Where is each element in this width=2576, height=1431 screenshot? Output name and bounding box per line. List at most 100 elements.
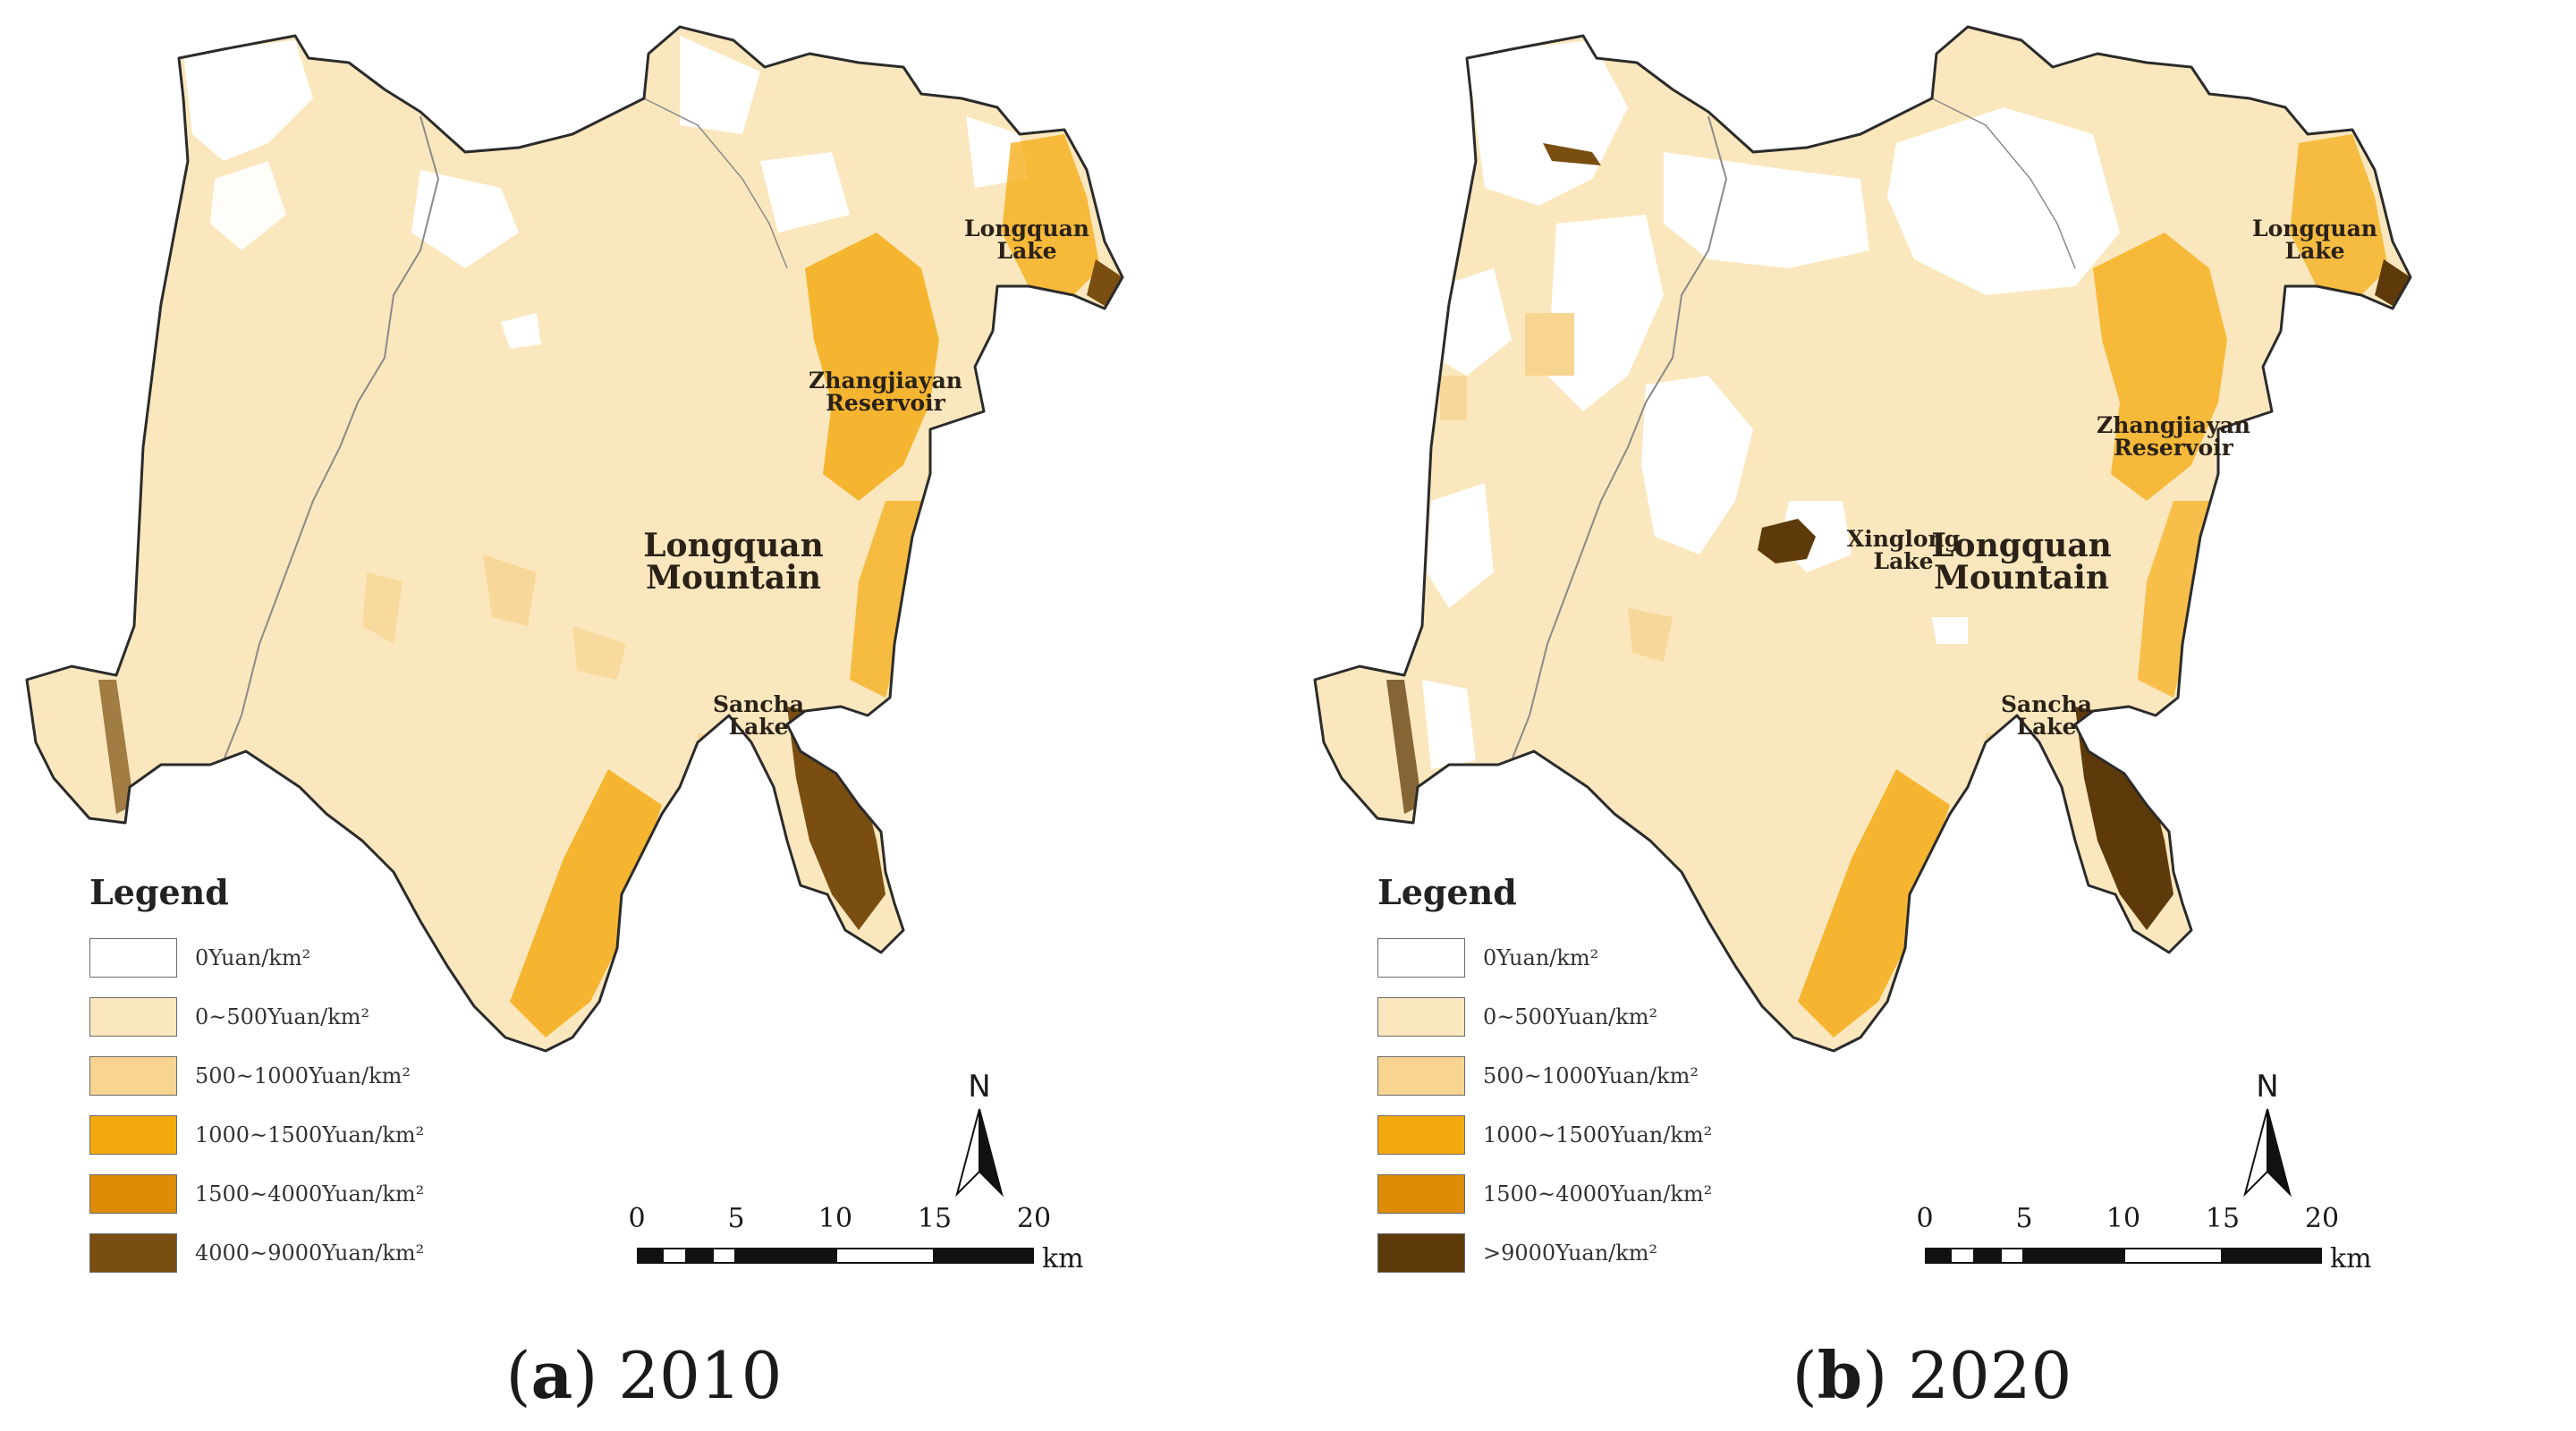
river-2020-north xyxy=(1931,97,2076,269)
river-2010-north xyxy=(643,97,788,269)
legend-item: 1500~4000Yuan/km² xyxy=(89,1164,424,1224)
scale-segment xyxy=(935,1248,1034,1264)
caption-year: 2010 xyxy=(618,1338,783,1413)
caption-2020: (b) 2020 xyxy=(1792,1337,2072,1413)
legend-item: 500~1000Yuan/km² xyxy=(89,1046,424,1105)
caption-year: 2020 xyxy=(1908,1338,2072,1413)
map-2010 xyxy=(25,25,1124,1053)
caption-letter: a xyxy=(530,1337,573,1413)
scale-tick: 0 xyxy=(1916,1203,1934,1234)
scale-segment xyxy=(1950,1248,1975,1264)
legend-item: 1500~4000Yuan/km² xyxy=(1377,1164,1712,1224)
place-longquan-lake: Longquan Lake xyxy=(964,216,1089,264)
place-longquan-lake: Longquan Lake xyxy=(2252,216,2377,264)
place-longquan-mountain: Longquan Mountain xyxy=(1931,527,2112,597)
legend-swatch xyxy=(1377,1056,1465,1096)
legend-title: Legend xyxy=(89,872,229,912)
scale-tick: 20 xyxy=(2304,1203,2340,1234)
legend-label: 500~1000Yuan/km² xyxy=(1483,1063,1699,1088)
legend-2020: Legend 0Yuan/km² 0~500Yuan/km² 500~1000Y… xyxy=(1377,872,1712,1283)
place-sancha-lake: Sancha Lake xyxy=(712,691,805,740)
scale-segment xyxy=(1975,1248,2000,1264)
scale-segment xyxy=(687,1248,712,1264)
legend-swatch xyxy=(89,997,177,1037)
scale-segment xyxy=(2024,1248,2123,1264)
map-2020 xyxy=(1313,25,2412,1053)
scale-bar: 0 5 10 15 20 km xyxy=(1914,1203,2415,1274)
scale-tick: 5 xyxy=(2015,1203,2033,1234)
legend-label: 1000~1500Yuan/km² xyxy=(195,1122,425,1147)
north-arrow-icon xyxy=(2243,1108,2292,1198)
place-zhangjiayan-reservoir: Zhangjiayan Reservoir xyxy=(809,368,962,416)
legend-item: 0~500Yuan/km² xyxy=(1377,987,1712,1046)
scale-segment xyxy=(2123,1248,2223,1264)
legend-swatch xyxy=(1377,997,1465,1037)
scale-unit: km xyxy=(1042,1243,1084,1274)
caption-letter: b xyxy=(1817,1337,1863,1413)
legend-2010: Legend 0Yuan/km² 0~500Yuan/km² 500~1000Y… xyxy=(89,872,424,1283)
place-xinglong-lake: Xinglong Lake xyxy=(1846,526,1961,574)
legend-label: 1500~4000Yuan/km² xyxy=(195,1181,425,1207)
legend-label: 0Yuan/km² xyxy=(195,945,311,970)
scale-tick: 10 xyxy=(818,1203,853,1234)
legend-swatch xyxy=(89,1233,177,1273)
north-label: N xyxy=(968,1069,991,1105)
north-arrow: N xyxy=(2236,1069,2299,1203)
boundary-outline-2010 xyxy=(25,25,1124,1053)
place-sancha-lake: Sancha Lake xyxy=(2000,691,2093,740)
legend-swatch xyxy=(89,1174,177,1214)
scale-tick: 5 xyxy=(727,1203,745,1234)
legend-label: 4000~9000Yuan/km² xyxy=(195,1240,425,1266)
scale-tick: 20 xyxy=(1016,1203,1052,1234)
legend-label: 500~1000Yuan/km² xyxy=(195,1063,411,1088)
legend-title: Legend xyxy=(1377,872,1517,912)
scale-tick: 0 xyxy=(628,1203,646,1234)
legend-item: 0Yuan/km² xyxy=(89,928,424,987)
value-zones-2020 xyxy=(1386,40,2411,1037)
legend-item: 0~500Yuan/km² xyxy=(89,987,424,1046)
legend-swatch xyxy=(89,938,177,978)
legend-label: 1000~1500Yuan/km² xyxy=(1483,1122,1713,1147)
scale-bar: 0 5 10 15 20 km xyxy=(626,1203,1127,1274)
scale-unit: km xyxy=(2330,1243,2372,1274)
legend-swatch xyxy=(1377,1115,1465,1155)
scale-segment xyxy=(637,1248,662,1264)
map-panel-2010: Longquan Lake Zhangjiayan Reservoir Longqu… xyxy=(25,25,1127,1413)
legend-swatch xyxy=(1377,1174,1465,1214)
value-zones-2010 xyxy=(98,36,1123,1037)
scale-segment xyxy=(736,1248,835,1264)
scale-tick: 10 xyxy=(2106,1203,2141,1234)
legend-swatch xyxy=(1377,1233,1465,1273)
scale-tick: 15 xyxy=(2205,1203,2241,1234)
legend-swatch xyxy=(1377,938,1465,978)
scale-segment xyxy=(662,1248,687,1264)
legend-item: 4000~9000Yuan/km² xyxy=(89,1224,424,1283)
place-longquan-mountain: Longquan Mountain xyxy=(643,527,824,597)
river-2010 xyxy=(223,115,440,761)
boundary-outline-2020 xyxy=(1313,25,2412,1053)
scale-tick: 15 xyxy=(917,1203,953,1234)
legend-item: 1000~1500Yuan/km² xyxy=(1377,1105,1712,1164)
caption-2010: (a) 2010 xyxy=(505,1337,783,1413)
legend-item: 1000~1500Yuan/km² xyxy=(89,1105,424,1164)
north-arrow-icon xyxy=(955,1108,1004,1198)
river-2020 xyxy=(1511,115,1728,761)
legend-item: 500~1000Yuan/km² xyxy=(1377,1046,1712,1105)
north-label: N xyxy=(2256,1069,2279,1105)
legend-label: >9000Yuan/km² xyxy=(1483,1240,1658,1266)
legend-item: >9000Yuan/km² xyxy=(1377,1224,1712,1283)
scale-segment xyxy=(2223,1248,2322,1264)
north-arrow: N xyxy=(948,1069,1011,1203)
map-panel-2020: Longquan Lake Zhangjiayan Reservoir Longqu… xyxy=(1288,0,2576,1431)
legend-label: 0Yuan/km² xyxy=(1483,945,1599,970)
place-zhangjiayan-reservoir: Zhangjiayan Reservoir xyxy=(2097,412,2250,461)
legend-swatch xyxy=(89,1056,177,1096)
legend-label: 0~500Yuan/km² xyxy=(1483,1004,1658,1029)
scale-segment xyxy=(835,1248,935,1264)
legend-label: 0~500Yuan/km² xyxy=(195,1004,370,1029)
legend-label: 1500~4000Yuan/km² xyxy=(1483,1181,1713,1207)
scale-segment xyxy=(712,1248,736,1264)
legend-swatch xyxy=(89,1115,177,1155)
legend-item: 0Yuan/km² xyxy=(1377,928,1712,987)
scale-segment xyxy=(1925,1248,1950,1264)
